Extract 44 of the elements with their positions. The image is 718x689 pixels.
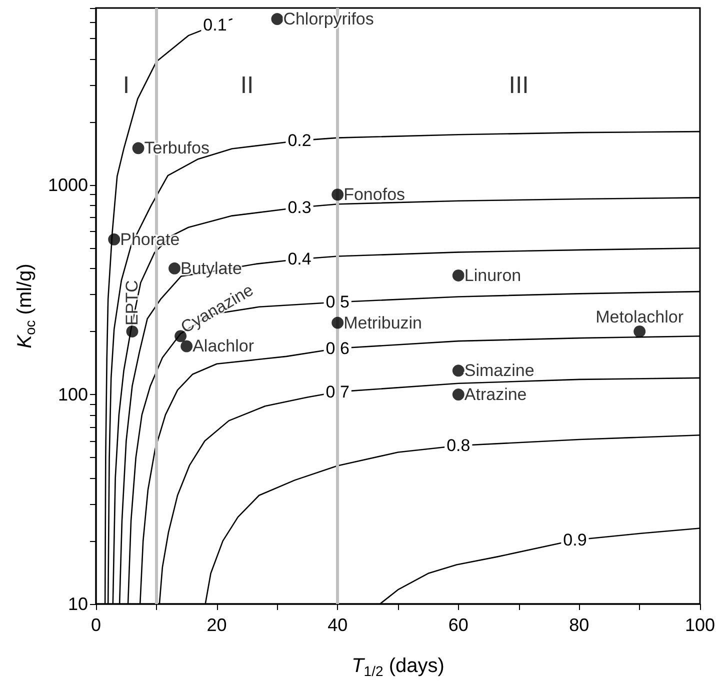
annotation: Simazine [464,361,534,380]
series-label: 0.2 [288,131,312,150]
series-label: 0.5 [326,292,350,312]
x-tick-label: 80 [569,615,590,635]
x-tick-label: 40 [328,615,348,635]
series-label: 0.4 [288,250,312,269]
x-tick-label: 0 [90,615,102,635]
point [452,269,464,282]
annotation: Alachlor [192,336,254,356]
point [174,330,187,342]
annotation: II [240,72,254,99]
point [332,188,344,201]
series-label: 0.3 [288,198,312,217]
point [332,316,344,329]
point [180,340,193,352]
y-axis-title: Koc (ml/g) [14,264,38,348]
series-label: 0.8 [446,436,470,456]
annotation: EPTC [122,280,142,326]
point [634,325,646,338]
point [126,325,138,338]
y-tick-label: 100 [58,384,88,405]
point [108,233,120,246]
annotation: Linuron [464,266,522,285]
series-label: 0.9 [563,530,587,550]
annotation: Metolachlor [596,307,684,326]
x-tick-label: 60 [448,615,468,635]
annotation: Terbufos [144,138,210,158]
annotation: I [122,72,130,99]
point [452,388,464,401]
x-tick-label: 100 [684,615,716,635]
y-tick-label: 10 [68,594,88,614]
annotation: Fonofos [344,185,406,204]
annotation: Metribuzin [344,313,422,332]
x-tick-label: 20 [206,615,227,635]
annotation: Chlorpyrifos [283,10,374,29]
point [132,142,144,154]
point [168,262,181,274]
series-label: 0.6 [326,338,350,358]
annotation: III [508,72,529,99]
y-tick-label: 1000 [48,175,88,196]
point [452,364,464,377]
series-label: 0.7 [326,382,350,402]
point [271,13,284,26]
annotation: Atrazine [464,385,527,404]
